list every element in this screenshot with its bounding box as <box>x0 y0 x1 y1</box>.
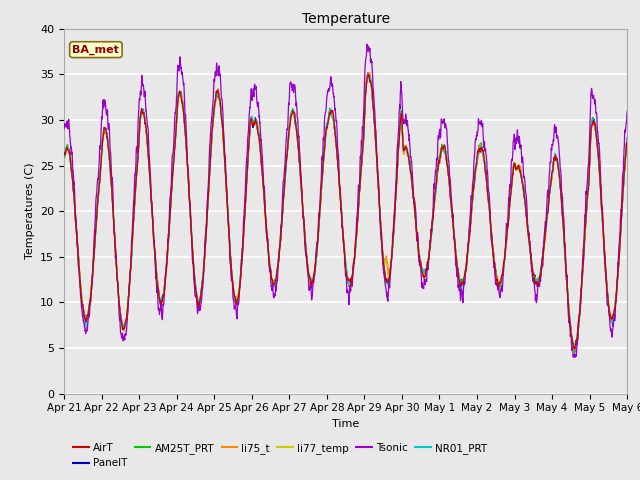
Legend: AirT, PanelT, AM25T_PRT, li75_t, li77_temp, Tsonic, NR01_PRT: AirT, PanelT, AM25T_PRT, li75_t, li77_te… <box>69 439 491 472</box>
Y-axis label: Temperatures (C): Temperatures (C) <box>24 163 35 260</box>
Text: BA_met: BA_met <box>72 45 119 55</box>
X-axis label: Time: Time <box>332 419 359 429</box>
Title: Temperature: Temperature <box>301 12 390 26</box>
